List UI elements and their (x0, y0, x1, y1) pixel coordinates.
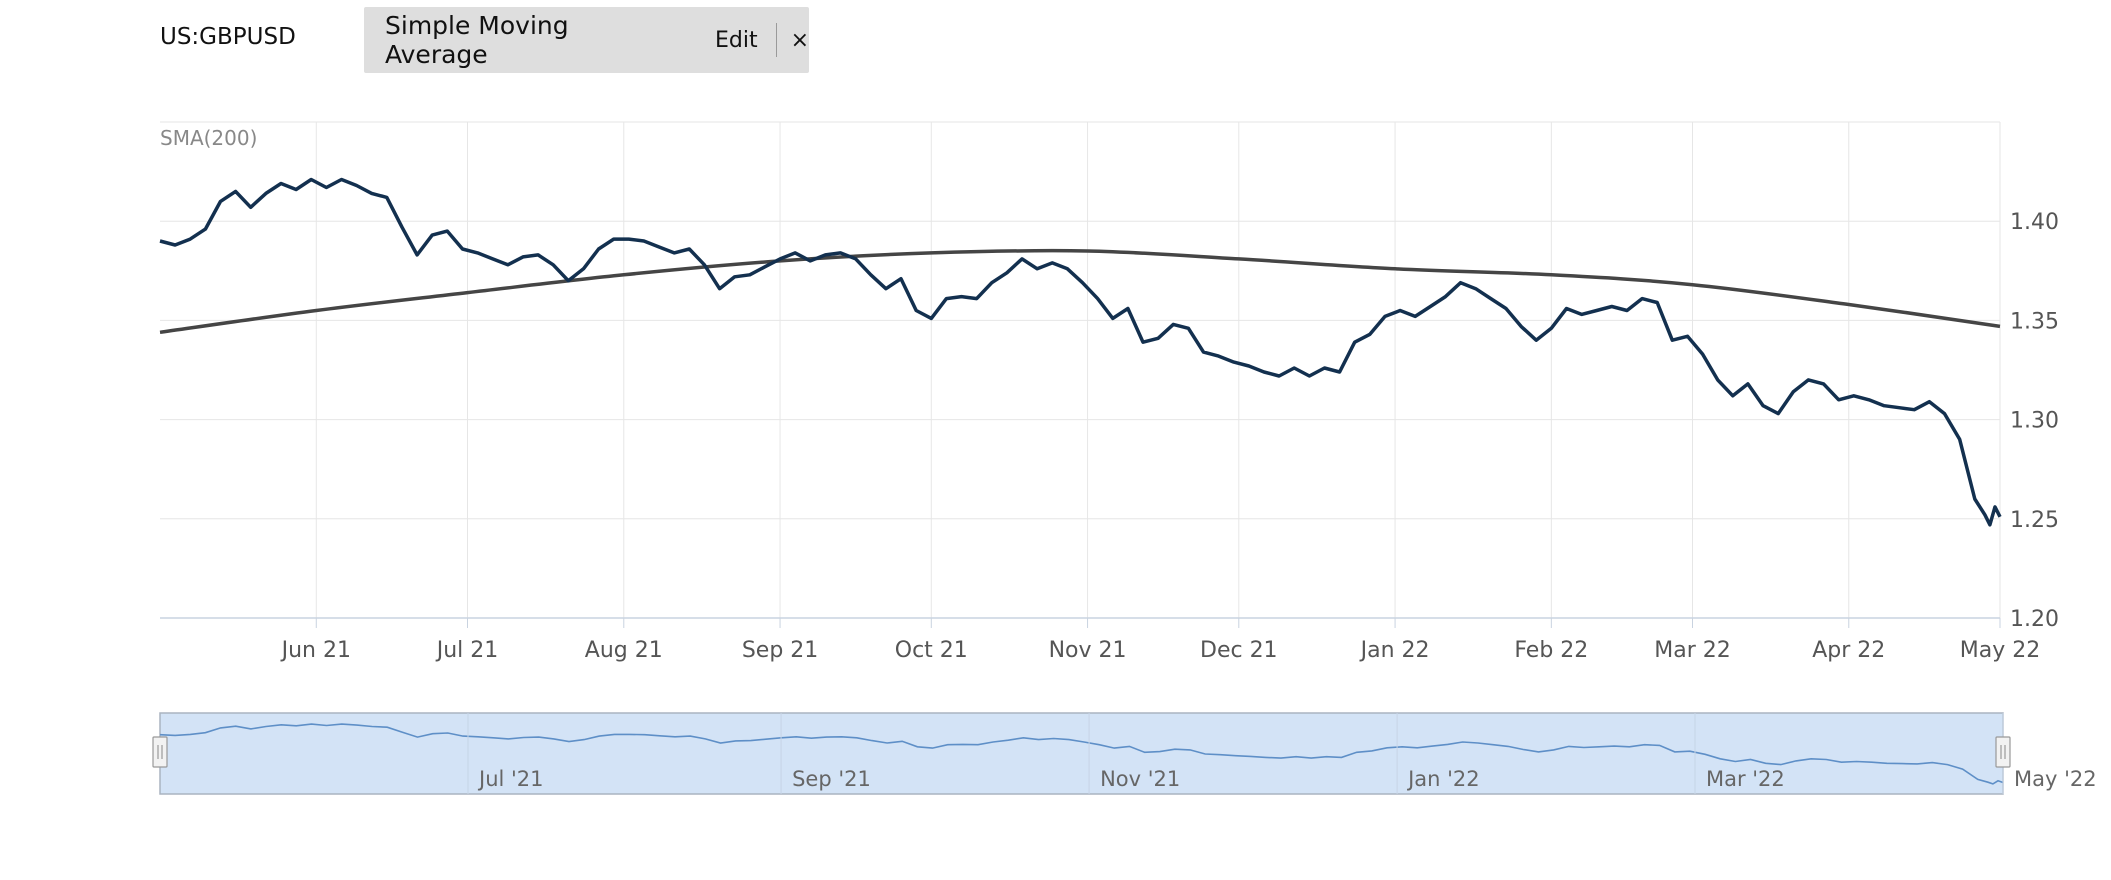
x-tick-label: Jun 21 (280, 638, 351, 663)
x-tick-label: Aug 21 (585, 638, 663, 663)
x-tick-label: Dec 21 (1200, 638, 1278, 663)
x-tick-label: Feb 22 (1514, 638, 1588, 663)
navigator-tick-label: Jan '22 (1406, 767, 1480, 791)
x-tick-label: Sep 21 (742, 638, 818, 663)
sma-line (159, 248, 2001, 335)
y-tick-label: 1.35 (2010, 309, 2059, 334)
navigator-tick-label: Sep '21 (792, 767, 871, 791)
y-tick-label: 1.30 (2010, 409, 2059, 434)
x-tick-label: Oct 21 (895, 638, 968, 663)
x-tick-label: Mar 22 (1654, 638, 1731, 663)
series (159, 177, 2002, 527)
x-tick-label: Nov 21 (1049, 638, 1127, 663)
navigator-left-handle[interactable] (152, 736, 168, 768)
remove-indicator-button[interactable]: × (790, 27, 809, 53)
navigator-tick-label: Nov '21 (1100, 767, 1180, 791)
grid (160, 121, 2001, 618)
handle-grip[interactable] (152, 736, 168, 768)
indicator-series-label: SMA(200) (160, 126, 257, 150)
x-tick-label: Jul 21 (435, 638, 499, 663)
x-tick-label: Apr 22 (1812, 638, 1885, 663)
symbol-label: US:GBPUSD (160, 24, 296, 50)
navigator-tick-label: Jul '21 (477, 767, 544, 791)
navigator-tick-label: May '22 (2014, 767, 2097, 791)
indicator-pill: Simple Moving Average Edit × (364, 7, 809, 73)
axes: 1.20 1.25 1.30 1.35 1.40 Jun 21 Jul 21 Aug 21 Se… (160, 210, 2059, 663)
navigator[interactable]: Jul '21 Sep '21 Nov '21 Jan '22 Mar '22 May '… (152, 712, 2097, 795)
handle-grip[interactable] (1995, 736, 2011, 768)
pill-divider (775, 23, 777, 57)
navigator-right-handle[interactable] (1995, 736, 2011, 768)
y-tick-label: 1.20 (2010, 607, 2059, 632)
indicator-name: Simple Moving Average (385, 11, 569, 69)
x-tick-label: May 22 (1960, 638, 2040, 663)
x-tick-label: Jan 22 (1359, 638, 1430, 663)
navigator-line (159, 723, 2004, 785)
navigator-tick-label: Mar '22 (1706, 767, 1785, 791)
navigator-selection[interactable] (159, 712, 2004, 795)
edit-indicator-button[interactable]: Edit (714, 27, 758, 53)
y-tick-label: 1.40 (2010, 210, 2059, 235)
price-line (159, 177, 2002, 527)
y-tick-label: 1.25 (2010, 508, 2059, 533)
